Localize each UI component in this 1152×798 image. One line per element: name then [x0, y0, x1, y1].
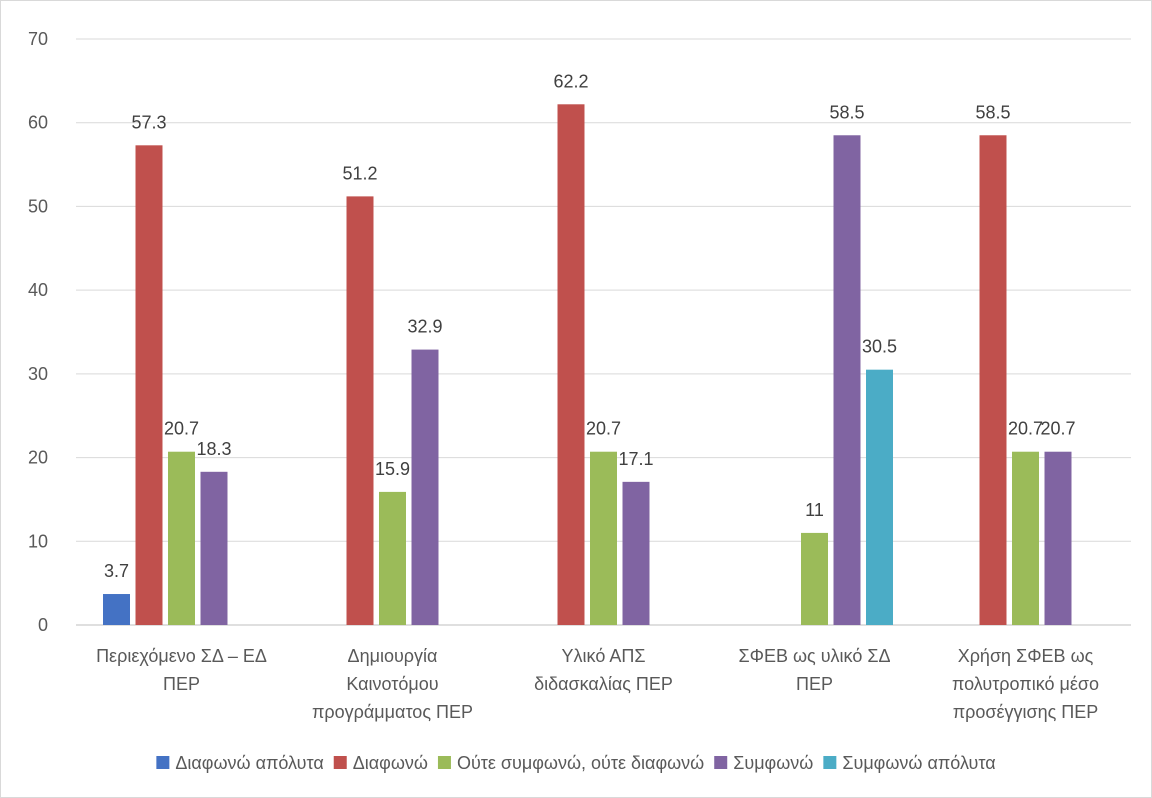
data-label: 11 [805, 500, 824, 520]
y-tick-label: 70 [28, 29, 48, 49]
x-category-label-line: Δημιουργία [348, 646, 438, 666]
x-category-label-line: προγράμματος ΠΕΡ [312, 702, 473, 722]
legend-swatch [437, 756, 451, 769]
legend-label: Συμφωνώ [733, 753, 813, 773]
x-category-label-line: Καινοτόμου [346, 674, 438, 694]
data-label: 32.9 [407, 317, 442, 337]
legend-label: Διαφωνώ απόλυτα [175, 753, 323, 773]
legend-swatch [156, 756, 170, 769]
data-label: 57.3 [131, 112, 166, 132]
x-category-label: ΣΦΕΒ ως υλικό ΣΔ ΠΕΡ [738, 646, 890, 694]
bar [411, 349, 439, 625]
bar [1044, 451, 1072, 625]
legend-label: Συμφωνώ απόλυτα [842, 753, 995, 773]
bar [200, 471, 228, 625]
y-tick-label: 50 [28, 196, 48, 216]
data-label: 20.7 [586, 419, 621, 439]
data-label: 17.1 [618, 449, 653, 469]
x-category-label: Χρήση ΣΦΕΒ ως πολυτροπικό μέσο προσέγγισης… [952, 646, 1099, 722]
bar [135, 145, 163, 625]
x-category-label: Υλικό ΑΠΣ διδασκαλίας ΠΕΡ [534, 646, 673, 694]
data-label: 62.2 [553, 71, 588, 91]
x-category-label: Δημιουργία Καινοτόμου προγράμματος ΠΕΡ [312, 646, 473, 722]
x-category-label-line: Χρήση ΣΦΕΒ ως [958, 646, 1094, 666]
data-label: 51.2 [342, 163, 377, 183]
bar [866, 369, 893, 625]
bar [346, 196, 374, 625]
bar [168, 451, 195, 625]
data-label: 20.7 [164, 419, 199, 439]
x-category-label-line: Περιεχόμενο ΣΔ – ΕΔ [96, 646, 267, 666]
legend-label: Ούτε συμφωνώ, ούτε διαφωνώ [457, 753, 704, 773]
y-tick-label: 30 [28, 364, 48, 384]
data-label: 15.9 [375, 459, 410, 479]
x-category-label-line: ΣΦΕΒ ως υλικό ΣΔ [738, 646, 890, 666]
data-label: 20.7 [1008, 419, 1043, 439]
y-tick-label: 60 [28, 113, 48, 133]
bar [622, 481, 650, 625]
y-tick-label: 20 [28, 448, 48, 468]
bar [379, 491, 406, 625]
x-category-label-line: ΠΕΡ [796, 674, 833, 694]
data-label: 20.7 [1040, 419, 1075, 439]
bar [103, 594, 130, 625]
data-label: 3.7 [104, 561, 129, 581]
legend-swatch [714, 756, 728, 769]
x-category-label: Περιεχόμενο ΣΔ – ΕΔ ΠΕΡ [96, 646, 267, 694]
bar [590, 451, 617, 625]
legend-swatch [823, 756, 837, 769]
x-category-label-line: ΠΕΡ [163, 674, 200, 694]
x-category-label-line: προσέγγισης ΠΕΡ [953, 702, 1099, 722]
bar [557, 104, 585, 626]
data-label: 18.3 [196, 439, 231, 459]
bar [1012, 451, 1039, 625]
data-label: 58.5 [829, 102, 864, 122]
x-category-label-line: διδασκαλίας ΠΕΡ [534, 674, 673, 694]
y-tick-label: 40 [28, 280, 48, 300]
bar [833, 135, 861, 625]
x-category-label-line: Υλικό ΑΠΣ [562, 646, 646, 666]
y-tick-label: 10 [28, 531, 48, 551]
data-label: 30.5 [862, 337, 897, 357]
bar [979, 135, 1007, 625]
data-label: 58.5 [975, 102, 1010, 122]
legend-label: Διαφωνώ [353, 753, 428, 773]
bar [801, 532, 828, 625]
y-tick-label: 0 [38, 615, 48, 635]
legend-swatch [333, 756, 347, 769]
x-category-label-line: πολυτροπικό μέσο [952, 674, 1099, 694]
